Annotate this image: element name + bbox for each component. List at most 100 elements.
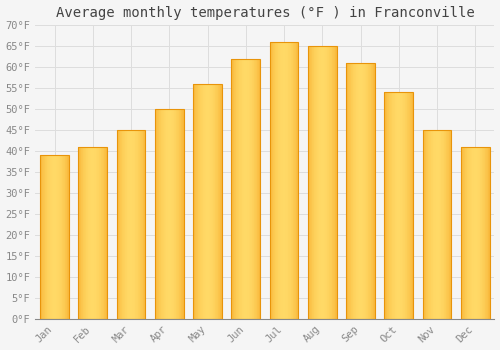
Bar <box>368 63 369 319</box>
Bar <box>194 84 196 319</box>
Bar <box>388 92 389 319</box>
Bar <box>316 46 318 319</box>
Bar <box>369 63 370 319</box>
Bar <box>89 147 90 319</box>
Bar <box>447 130 448 319</box>
Bar <box>468 147 469 319</box>
Bar <box>240 58 241 319</box>
Bar <box>440 130 442 319</box>
Bar <box>394 92 395 319</box>
Bar <box>272 42 274 319</box>
Bar <box>330 46 331 319</box>
Bar <box>174 109 175 319</box>
Bar <box>470 147 471 319</box>
Bar <box>160 109 162 319</box>
Bar <box>477 147 478 319</box>
Bar <box>290 42 291 319</box>
Bar <box>50 155 51 319</box>
Bar <box>270 42 298 319</box>
Bar <box>241 58 242 319</box>
Bar <box>288 42 289 319</box>
Bar <box>356 63 357 319</box>
Bar <box>203 84 204 319</box>
Bar <box>424 130 425 319</box>
Bar <box>118 130 119 319</box>
Bar <box>136 130 137 319</box>
Bar <box>132 130 133 319</box>
Bar <box>162 109 163 319</box>
Bar <box>92 147 93 319</box>
Bar <box>42 155 43 319</box>
Bar <box>370 63 372 319</box>
Bar <box>450 130 452 319</box>
Bar <box>46 155 48 319</box>
Bar <box>126 130 128 319</box>
Bar <box>328 46 329 319</box>
Bar <box>434 130 435 319</box>
Bar <box>311 46 312 319</box>
Bar <box>422 130 424 319</box>
Bar <box>233 58 234 319</box>
Bar <box>139 130 140 319</box>
Bar <box>40 155 41 319</box>
Bar <box>443 130 444 319</box>
Bar <box>270 42 271 319</box>
Bar <box>142 130 143 319</box>
Bar <box>312 46 313 319</box>
Bar <box>444 130 445 319</box>
Bar <box>181 109 182 319</box>
Bar <box>168 109 170 319</box>
Bar <box>384 92 413 319</box>
Bar <box>173 109 174 319</box>
Bar <box>199 84 200 319</box>
Bar <box>279 42 280 319</box>
Bar <box>401 92 402 319</box>
Bar <box>245 58 246 319</box>
Bar <box>124 130 126 319</box>
Bar <box>68 155 69 319</box>
Bar <box>469 147 470 319</box>
Title: Average monthly temperatures (°F ) in Franconville: Average monthly temperatures (°F ) in Fr… <box>56 6 474 20</box>
Bar <box>80 147 82 319</box>
Bar <box>137 130 138 319</box>
Bar <box>432 130 433 319</box>
Bar <box>476 147 477 319</box>
Bar <box>196 84 197 319</box>
Bar <box>54 155 56 319</box>
Bar <box>318 46 320 319</box>
Bar <box>347 63 348 319</box>
Bar <box>483 147 484 319</box>
Bar <box>106 147 107 319</box>
Bar <box>53 155 54 319</box>
Bar <box>48 155 49 319</box>
Bar <box>395 92 396 319</box>
Bar <box>177 109 178 319</box>
Bar <box>384 92 385 319</box>
Bar <box>156 109 157 319</box>
Bar <box>461 147 490 319</box>
Bar <box>170 109 172 319</box>
Bar <box>193 84 222 319</box>
Bar <box>464 147 466 319</box>
Bar <box>45 155 46 319</box>
Bar <box>284 42 285 319</box>
Bar <box>78 147 79 319</box>
Bar <box>349 63 350 319</box>
Bar <box>119 130 120 319</box>
Bar <box>291 42 292 319</box>
Bar <box>122 130 123 319</box>
Bar <box>411 92 412 319</box>
Bar <box>129 130 130 319</box>
Bar <box>358 63 359 319</box>
Bar <box>473 147 474 319</box>
Bar <box>246 58 247 319</box>
Bar <box>232 58 233 319</box>
Bar <box>271 42 272 319</box>
Bar <box>220 84 221 319</box>
Bar <box>138 130 139 319</box>
Bar <box>479 147 480 319</box>
Bar <box>366 63 367 319</box>
Bar <box>165 109 166 319</box>
Bar <box>253 58 254 319</box>
Bar <box>78 147 107 319</box>
